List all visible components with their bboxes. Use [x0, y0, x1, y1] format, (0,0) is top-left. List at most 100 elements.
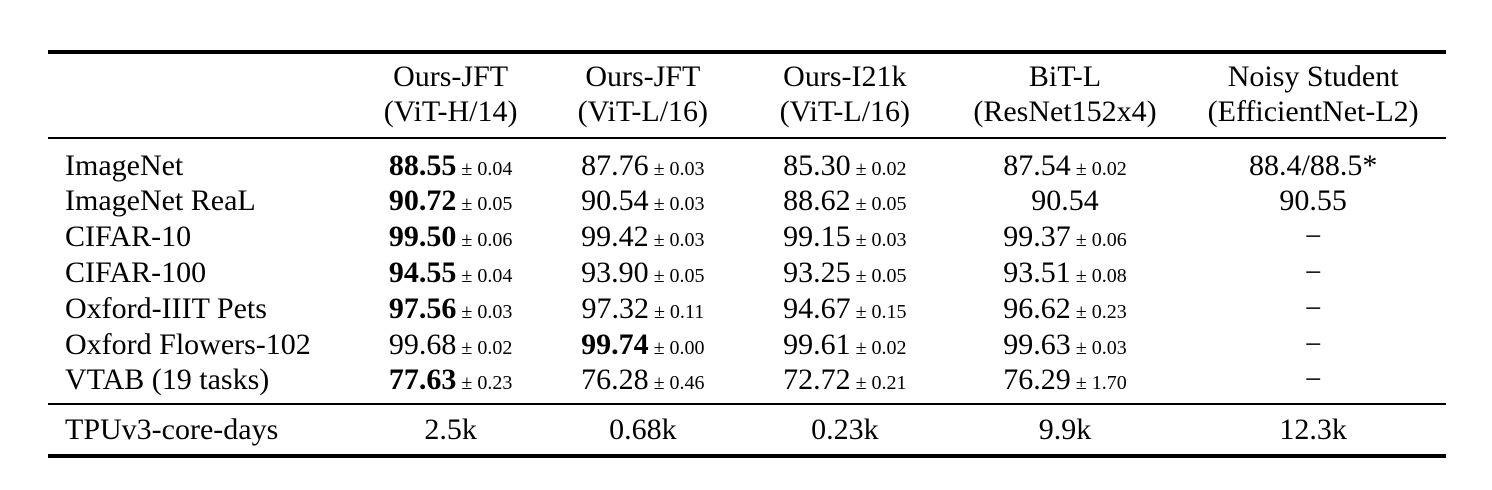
table-row-cifar-100: CIFAR-100 94.55 ± 0.04 93.90 ± 0.05 93.25 ±…	[48, 255, 1446, 291]
metric-value: 99.37	[1003, 220, 1071, 253]
metric-value: 99.15	[783, 220, 851, 253]
metric-value: 76.29	[1003, 363, 1071, 396]
metric-value: 90.55	[1279, 184, 1347, 217]
metric-cell: 88.62 ± 0.05	[740, 183, 950, 219]
benchmark-results-table: Ours-JFT (ViT-H/14) Ours-JFT (ViT-L/16) …	[48, 50, 1446, 458]
metric-value: −	[1304, 220, 1322, 253]
row-label-imagenet: ImageNet	[65, 149, 184, 182]
metric-stddev: ± 0.02	[1075, 158, 1127, 180]
metric-value: 87.76	[581, 149, 649, 182]
model-arch: (ViT-H/14)	[383, 94, 518, 128]
metric-cell: 90.55	[1180, 183, 1446, 219]
metric-cell: 99.50 ± 0.06	[356, 219, 546, 255]
metric-value: 94.55	[388, 256, 457, 289]
metric-cell: 76.29 ± 1.70	[950, 363, 1181, 404]
metric-cell: 90.72 ± 0.05	[356, 183, 546, 219]
metric-value: 88.62	[783, 184, 851, 217]
row-label-imagenet-real: ImageNet ReaL	[65, 184, 256, 217]
metric-stddev: ± 0.06	[1075, 229, 1127, 251]
header-empty-cell	[48, 52, 356, 139]
metric-cell: −	[1180, 291, 1446, 327]
metric-stddev: ± 0.04	[461, 265, 513, 287]
metric-value: 90.54	[581, 184, 649, 217]
metric-cell: 99.63 ± 0.03	[950, 327, 1181, 363]
metric-value: 96.62	[1003, 292, 1071, 325]
row-label-oxford-flowers-102: Oxford Flowers-102	[65, 328, 311, 361]
metric-value: 87.54	[1003, 149, 1071, 182]
metric-stddev: ± 0.03	[653, 158, 705, 180]
metric-cell: 93.90 ± 0.05	[546, 255, 740, 291]
metric-cell: 88.55 ± 0.04	[356, 138, 546, 183]
tpu-days-cell: 0.68k	[545, 403, 740, 456]
metric-stddev: ± 1.70	[1075, 372, 1127, 394]
model-arch: (EfficientNet-L2)	[1207, 94, 1419, 128]
table-row-oxford-flowers-102: Oxford Flowers-102 99.68 ± 0.02 99.74 ± 0.…	[48, 327, 1446, 363]
row-label-tpuv3-core-days: TPUv3-core-days	[48, 403, 356, 456]
metric-cell: −	[1180, 363, 1446, 404]
metric-value: −	[1304, 328, 1322, 361]
metric-cell: 99.74 ± 0.00	[546, 327, 740, 363]
metric-cell: 94.55 ± 0.04	[356, 255, 546, 291]
metric-cell: 85.30 ± 0.02	[740, 138, 950, 183]
metric-stddev: ± 0.15	[855, 301, 907, 323]
col-header-ours-jft-vit-l16: Ours-JFT (ViT-L/16)	[545, 52, 740, 139]
metric-cell: 76.28 ± 0.46	[546, 363, 740, 404]
tpu-days-cell: 9.9k	[949, 403, 1181, 456]
row-label-vtab: VTAB (19 tasks)	[65, 363, 270, 396]
metric-stddev: ± 0.03	[855, 229, 907, 251]
header-row: Ours-JFT (ViT-H/14) Ours-JFT (ViT-L/16) …	[48, 52, 1446, 139]
metric-stddev: ± 0.08	[1075, 265, 1127, 287]
model-name: Noisy Student	[1227, 59, 1399, 93]
metric-value: 76.28	[581, 363, 649, 396]
metric-cell: 93.51 ± 0.08	[950, 255, 1181, 291]
metric-cell: 77.63 ± 0.23	[356, 363, 546, 404]
footer-row-tpu-cost: TPUv3-core-days 2.5k 0.68k 0.23k 9.9k 12…	[48, 403, 1446, 456]
metric-cell: 87.76 ± 0.03	[546, 138, 740, 183]
metric-stddev: ± 0.23	[461, 372, 513, 394]
model-arch: (ViT-L/16)	[577, 94, 709, 128]
metric-stddev: ± 0.23	[1075, 301, 1127, 323]
metric-value: 90.72	[388, 184, 457, 217]
metric-stddev: ± 0.11	[653, 301, 705, 323]
col-header-bit-l: BiT-L (ResNet152x4)	[949, 52, 1181, 139]
tpu-days-cell: 2.5k	[355, 403, 546, 456]
metric-value: −	[1304, 292, 1322, 325]
metric-cell: 99.37 ± 0.06	[950, 219, 1181, 255]
metric-cell: 99.42 ± 0.03	[546, 219, 740, 255]
metric-value: 99.68	[388, 328, 457, 361]
metric-value: 88.4/88.5*	[1248, 149, 1378, 182]
metric-stddev: ± 0.03	[1075, 337, 1127, 359]
metric-value: 99.74	[581, 328, 649, 361]
table-row-vtab: VTAB (19 tasks) 77.63 ± 0.23 76.28 ± 0.46 …	[48, 363, 1446, 404]
table-row-imagenet-real: ImageNet ReaL 90.72 ± 0.05 90.54 ± 0.03 88…	[48, 183, 1446, 219]
metric-stddev: ± 0.02	[855, 337, 907, 359]
metric-cell: 94.67 ± 0.15	[740, 291, 950, 327]
metric-value: 99.61	[783, 328, 851, 361]
metric-cell: −	[1180, 219, 1446, 255]
metric-stddev: ± 0.03	[461, 301, 513, 323]
metric-stddev: ± 0.05	[855, 193, 907, 215]
metric-cell: 97.56 ± 0.03	[356, 291, 546, 327]
metric-value: 88.55	[388, 149, 457, 182]
col-header-ours-i21k-vit-l16: Ours-I21k (ViT-L/16)	[739, 52, 950, 139]
metric-value: −	[1304, 256, 1322, 289]
metric-cell: 99.15 ± 0.03	[740, 219, 950, 255]
metric-cell: 96.62 ± 0.23	[950, 291, 1181, 327]
row-label-oxford-iiit-pets: Oxford-IIIT Pets	[65, 292, 267, 325]
metric-cell: 99.68 ± 0.02	[356, 327, 546, 363]
metric-cell: 93.25 ± 0.05	[740, 255, 950, 291]
metric-stddev: ± 0.02	[461, 337, 513, 359]
metric-cell: 99.61 ± 0.02	[740, 327, 950, 363]
col-header-noisy-student: Noisy Student (EfficientNet-L2)	[1180, 52, 1446, 139]
metric-cell: 88.4/88.5*	[1180, 138, 1446, 183]
metric-cell: 90.54	[950, 183, 1181, 219]
metric-value: 97.56	[388, 292, 457, 325]
row-label-cifar-10: CIFAR-10	[65, 220, 192, 253]
metric-cell: −	[1180, 327, 1446, 363]
tpu-days-cell: 12.3k	[1180, 403, 1446, 456]
metric-value: 99.50	[388, 220, 457, 253]
model-arch: (ResNet152x4)	[973, 94, 1157, 128]
metric-stddev: ± 0.00	[653, 337, 705, 359]
row-label-cifar-100: CIFAR-100	[65, 256, 207, 289]
